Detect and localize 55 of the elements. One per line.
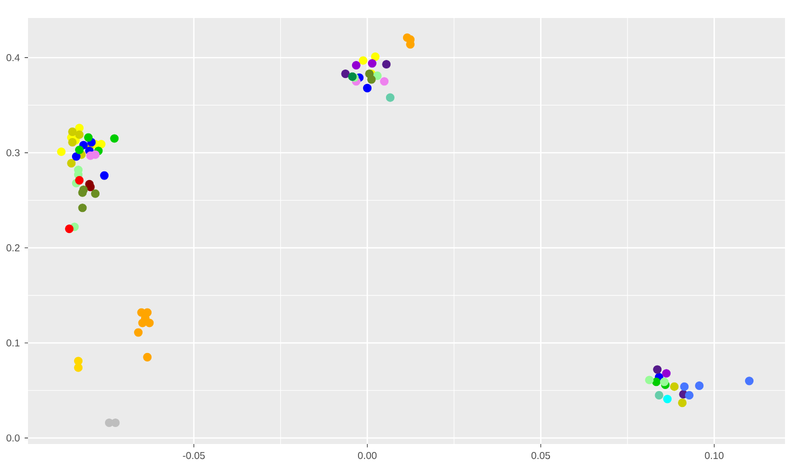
point <box>134 328 143 337</box>
y-tick-label: 0.2 <box>6 244 20 252</box>
point <box>111 418 120 428</box>
point <box>645 376 654 385</box>
point <box>341 70 350 78</box>
point <box>91 190 100 198</box>
point <box>138 318 147 328</box>
x-tick-label: 0.05 <box>531 452 550 460</box>
point <box>74 364 83 372</box>
point <box>352 61 360 70</box>
y-tick-label: 0.1 <box>6 340 20 347</box>
x-tick-label: -0.05 <box>182 452 205 460</box>
point <box>663 395 672 404</box>
y-tick-label: 0.4 <box>6 54 20 62</box>
point <box>143 353 152 362</box>
point <box>363 84 372 93</box>
point <box>78 204 87 212</box>
point <box>653 366 662 374</box>
y-tick-label: 0.0 <box>6 434 20 442</box>
point <box>84 134 93 142</box>
point <box>110 134 119 143</box>
x-tick-label: 0.00 <box>358 452 377 460</box>
point <box>67 159 76 168</box>
y-tick-label: 0.3 <box>6 149 20 157</box>
x-tick-label: 0.10 <box>704 452 724 460</box>
point <box>684 391 694 400</box>
point <box>380 77 389 86</box>
point <box>386 94 394 102</box>
point <box>358 56 368 66</box>
point <box>72 152 80 162</box>
point <box>652 378 661 386</box>
point <box>670 382 679 392</box>
point <box>382 60 391 69</box>
point <box>75 176 84 185</box>
point <box>57 148 66 156</box>
point <box>68 128 77 136</box>
point <box>75 146 84 154</box>
point <box>68 138 77 147</box>
point <box>662 369 671 378</box>
point <box>100 172 109 180</box>
point <box>654 391 664 400</box>
point <box>368 59 376 68</box>
point <box>75 130 84 140</box>
point <box>367 76 376 84</box>
point <box>695 382 704 390</box>
point <box>78 188 87 198</box>
point <box>680 382 689 392</box>
point <box>745 376 754 386</box>
point <box>660 378 669 386</box>
point <box>678 398 687 408</box>
point <box>65 224 74 234</box>
point <box>371 52 380 62</box>
point <box>373 72 382 80</box>
point <box>91 150 100 160</box>
point <box>145 318 154 328</box>
